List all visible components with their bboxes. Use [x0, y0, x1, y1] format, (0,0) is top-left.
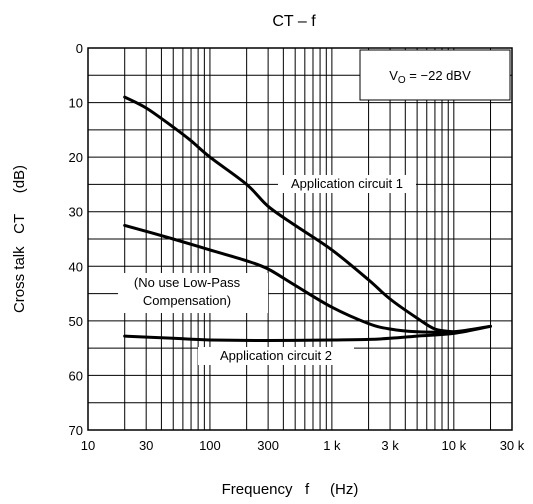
grid [88, 48, 512, 430]
series-line-1 [123, 95, 456, 334]
condition-label: VO = −22 dBV [389, 68, 471, 86]
x-tick-label: 30 [139, 438, 153, 453]
y-tick-label: 0 [76, 41, 83, 56]
x-tick-labels: 10 30 100 300 1 k 3 k 10 k 30 k [81, 438, 525, 453]
y-tick-label: 60 [69, 368, 83, 383]
x-tick-label: 1 k [323, 438, 341, 453]
chart-title: CT – f [272, 13, 316, 30]
y-tick-label: 70 [69, 423, 83, 438]
y-axis-label: Cross talk CT (dB) [11, 165, 28, 313]
annotation-circuit-1: Application circuit 1 [291, 176, 403, 191]
annotation-no-lpf-1: (No use Low-Pass [134, 275, 241, 290]
series-line-3 [123, 324, 492, 342]
y-tick-label: 50 [69, 314, 83, 329]
x-tick-label: 100 [199, 438, 221, 453]
y-tick-label: 30 [69, 205, 83, 220]
x-tick-label: 3 k [381, 438, 399, 453]
plot-frame [87, 47, 513, 431]
condition-box [359, 49, 511, 101]
x-tick-label: 10 [81, 438, 95, 453]
x-tick-label: 30 k [500, 438, 525, 453]
annotation-circuit-2: Application circuit 2 [220, 348, 332, 363]
y-tick-labels: 0 10 20 30 40 50 60 70 [69, 41, 83, 438]
x-tick-label: 300 [257, 438, 279, 453]
y-tick-label: 40 [69, 259, 83, 274]
annotation-no-lpf-2: Compensation) [143, 293, 231, 308]
y-tick-label: 20 [69, 150, 83, 165]
y-tick-label: 10 [69, 96, 83, 111]
curves [123, 95, 492, 342]
series-line-2 [123, 223, 492, 334]
x-axis-label: Frequency f (Hz) [222, 481, 359, 498]
x-tick-label: 10 k [442, 438, 467, 453]
